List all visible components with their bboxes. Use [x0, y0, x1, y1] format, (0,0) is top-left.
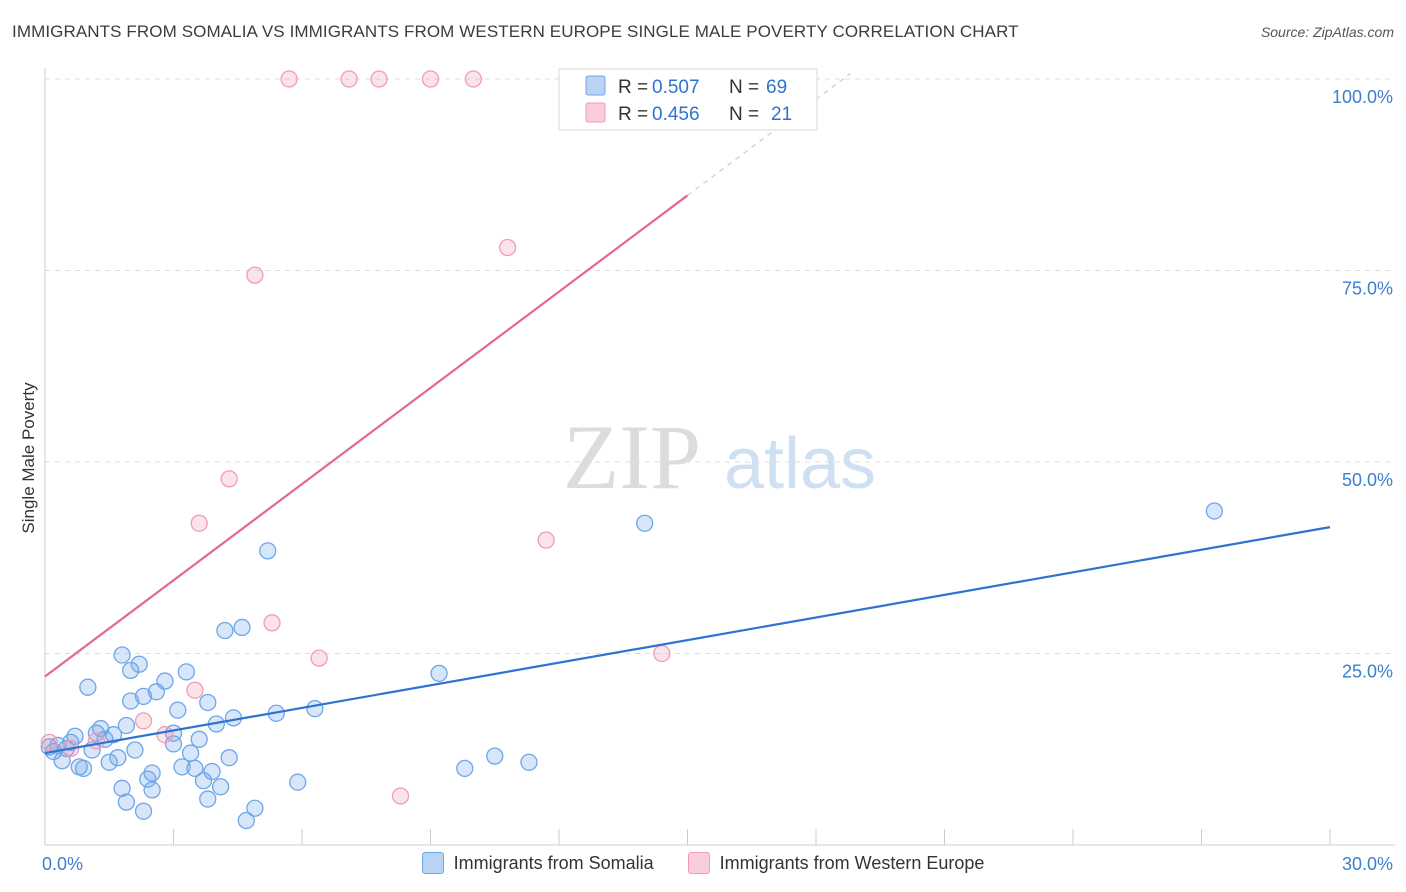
point-somalia — [220, 749, 238, 767]
y-tick-label: 50.0% — [1342, 470, 1393, 490]
legend-label: Immigrants from Somalia — [453, 852, 654, 873]
source-label: Source: ZipAtlas.com — [1260, 24, 1394, 40]
point-western-europe — [280, 70, 298, 88]
point-somalia — [486, 747, 504, 765]
point-western-europe — [310, 649, 328, 667]
point-somalia — [117, 793, 136, 811]
point-somalia — [246, 799, 264, 817]
point-somalia — [211, 778, 230, 796]
point-western-europe — [370, 70, 388, 88]
y-axis-label: Single Male Poverty — [19, 382, 38, 534]
legend-n-label-somalia: N = — [729, 77, 759, 98]
point-somalia — [1205, 502, 1223, 520]
tick-labels: 25.0% 50.0% 75.0% 100.0% 0.0% 30.0% — [42, 87, 1393, 874]
point-somalia — [74, 759, 93, 778]
legend-n-value-somalia: 69 — [766, 77, 787, 98]
legend-swatch — [687, 852, 710, 874]
point-somalia — [134, 802, 153, 820]
point-somalia — [143, 764, 161, 782]
point-western-europe — [246, 266, 264, 284]
legend-label: Immigrants from Western Europe — [719, 852, 985, 873]
point-western-europe — [186, 681, 204, 699]
point-somalia — [143, 781, 161, 799]
point-somalia — [199, 693, 217, 712]
legend-n-value-western-europe: 21 — [771, 104, 792, 125]
point-western-europe — [87, 732, 106, 750]
trend-extension-western-europe — [687, 73, 851, 196]
x-tick-label: 0.0% — [42, 854, 83, 874]
point-western-europe — [40, 733, 58, 752]
watermark-atlas: atlas — [724, 424, 876, 504]
chart-title: IMMIGRANTS FROM SOMALIA VS IMMIGRANTS FR… — [12, 22, 1019, 41]
point-somalia — [122, 692, 140, 710]
point-somalia — [156, 672, 174, 690]
point-somalia — [237, 811, 255, 830]
point-somalia — [216, 621, 234, 640]
point-western-europe — [190, 514, 208, 532]
point-somalia — [306, 700, 324, 718]
y-tick-label: 25.0% — [1342, 662, 1393, 682]
point-somalia — [190, 730, 208, 748]
point-somalia — [520, 753, 538, 771]
point-somalia — [430, 664, 448, 683]
point-western-europe — [537, 531, 555, 549]
point-somalia — [186, 759, 204, 778]
watermark: ZIP atlas — [563, 406, 876, 508]
point-somalia — [636, 514, 654, 532]
trend-lines — [44, 73, 1331, 755]
point-somalia — [126, 741, 144, 759]
legend-swatch — [421, 852, 444, 874]
point-western-europe — [263, 614, 281, 632]
point-somalia — [177, 663, 196, 681]
point-somalia — [169, 701, 187, 719]
legend-r-value-somalia: 0.507 — [652, 77, 700, 98]
point-somalia — [233, 618, 251, 637]
axes — [44, 68, 1395, 846]
x-tick-label: 30.0% — [1342, 854, 1393, 874]
point-somalia — [122, 661, 140, 680]
point-somalia — [203, 762, 221, 781]
point-western-europe — [220, 470, 238, 488]
point-somalia — [199, 790, 217, 808]
point-western-europe — [464, 70, 482, 88]
point-somalia — [456, 759, 474, 778]
point-somalia — [134, 687, 153, 706]
y-tick-label: 75.0% — [1342, 279, 1393, 299]
point-western-europe — [340, 70, 358, 88]
point-somalia — [173, 758, 191, 776]
point-western-europe — [498, 238, 517, 257]
legend-r-value-western-europe: 0.456 — [652, 104, 700, 125]
legend-swatch-western-europe — [585, 102, 606, 123]
point-western-europe — [156, 726, 174, 744]
point-somalia — [117, 716, 136, 735]
point-somalia — [130, 655, 148, 673]
point-somalia — [289, 773, 307, 791]
legend-r-label-somalia: R = — [618, 77, 648, 98]
point-western-europe — [134, 712, 153, 730]
legend-swatch-somalia — [585, 75, 606, 96]
watermark-zip: ZIP — [563, 406, 701, 508]
point-somalia — [181, 744, 200, 762]
point-somalia — [100, 753, 118, 771]
trend-line-western-europe — [44, 194, 689, 678]
point-somalia — [109, 749, 127, 767]
point-western-europe — [653, 644, 671, 663]
point-somalia — [259, 542, 277, 560]
grid-lines — [45, 78, 1395, 654]
point-somalia — [79, 678, 97, 696]
legend-n-label-western-europe: N = — [729, 104, 759, 125]
point-western-europe — [421, 70, 440, 88]
legend-box: R = 0.507 N = 69 R = 0.456 N = 21 — [558, 68, 818, 131]
legend-item-somalia: Immigrants from Somalia — [421, 852, 654, 874]
point-somalia — [104, 726, 123, 744]
legend-r-label-western-europe: R = — [618, 104, 648, 125]
y-tick-label: 100.0% — [1332, 87, 1393, 107]
series-legend: Immigrants from Somalia Immigrants from … — [0, 852, 1406, 874]
trend-line-somalia — [44, 526, 1331, 755]
point-western-europe — [391, 787, 410, 805]
point-somalia — [113, 779, 131, 797]
legend-item-western-europe: Immigrants from Western Europe — [687, 852, 985, 874]
point-somalia — [113, 646, 131, 664]
